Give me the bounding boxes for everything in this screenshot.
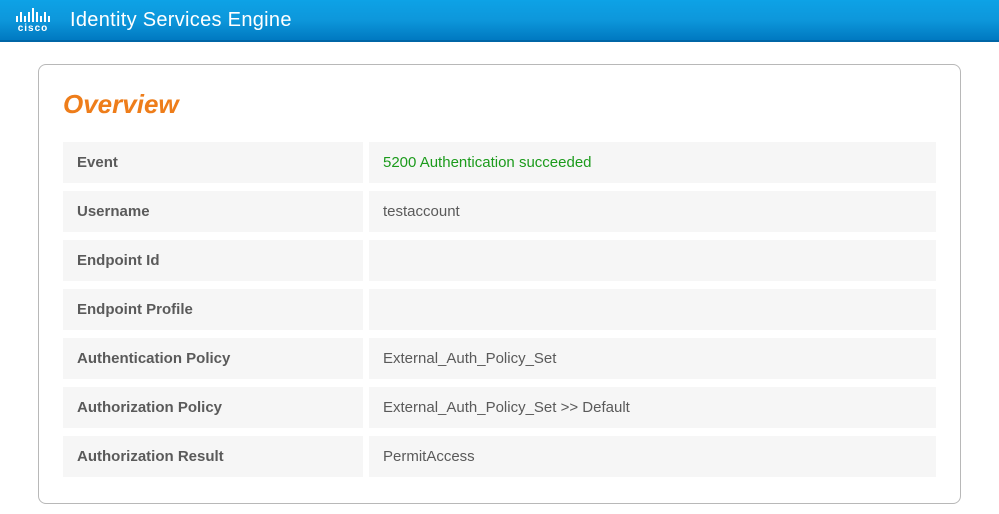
overview-panel: Overview Event 5200 Authentication succe… <box>38 64 961 504</box>
value-endpoint-profile <box>369 289 936 330</box>
label-username: Username <box>63 191 363 232</box>
row-endpoint-id: Endpoint Id <box>63 240 936 281</box>
overview-table: Event 5200 Authentication succeeded User… <box>63 142 936 477</box>
row-auth-policy: Authentication Policy External_Auth_Poli… <box>63 338 936 379</box>
value-authz-result: PermitAccess <box>369 436 936 477</box>
row-event: Event 5200 Authentication succeeded <box>63 142 936 183</box>
label-endpoint-id: Endpoint Id <box>63 240 363 281</box>
row-endpoint-profile: Endpoint Profile <box>63 289 936 330</box>
cisco-logo-bars-icon <box>16 6 50 22</box>
row-authz-policy: Authorization Policy External_Auth_Polic… <box>63 387 936 428</box>
value-event: 5200 Authentication succeeded <box>369 142 936 183</box>
app-title: Identity Services Engine <box>70 9 292 32</box>
label-authz-result: Authorization Result <box>63 436 363 477</box>
value-endpoint-id <box>369 240 936 281</box>
panel-title: Overview <box>63 89 936 120</box>
label-authz-policy: Authorization Policy <box>63 387 363 428</box>
label-event: Event <box>63 142 363 183</box>
label-auth-policy: Authentication Policy <box>63 338 363 379</box>
row-authz-result: Authorization Result PermitAccess <box>63 436 936 477</box>
row-username: Username testaccount <box>63 191 936 232</box>
cisco-logo: cisco <box>16 6 50 34</box>
panel-wrap: Overview Event 5200 Authentication succe… <box>0 42 999 514</box>
value-username: testaccount <box>369 191 936 232</box>
value-authz-policy: External_Auth_Policy_Set >> Default <box>369 387 936 428</box>
value-auth-policy: External_Auth_Policy_Set <box>369 338 936 379</box>
app-header: cisco Identity Services Engine <box>0 0 999 42</box>
label-endpoint-profile: Endpoint Profile <box>63 289 363 330</box>
cisco-logo-text: cisco <box>18 23 49 34</box>
